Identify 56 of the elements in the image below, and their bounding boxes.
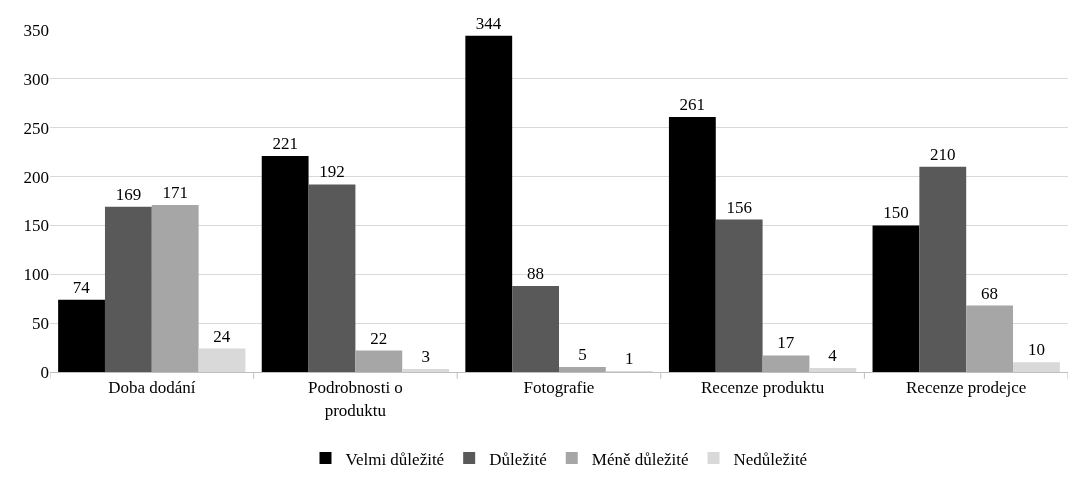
data-label: 22: [370, 328, 388, 348]
y-tick-label: 200: [23, 167, 49, 187]
data-label: 4: [828, 346, 838, 366]
bar: [198, 348, 246, 372]
x-tick-label: Fotografie: [523, 378, 595, 398]
legend-label: Nedůležité: [733, 449, 808, 469]
bar: [104, 206, 152, 372]
data-label: 261: [679, 94, 706, 114]
data-label: 150: [883, 203, 909, 223]
bar: [762, 355, 810, 372]
data-label: 10: [1027, 340, 1045, 360]
legend-label: Velmi důležité: [345, 449, 445, 469]
data-label: 221: [272, 134, 298, 154]
y-tick-label: 50: [32, 314, 49, 334]
data-label: 68: [981, 283, 999, 303]
x-tick-label: Recenze prodejce: [906, 378, 1027, 398]
y-tick-label: 150: [23, 216, 49, 236]
x-tick-label: Doba dodání: [108, 378, 196, 398]
y-tick-label: 100: [23, 265, 49, 285]
y-tick-label: 350: [23, 20, 49, 40]
bar: [355, 350, 403, 372]
data-label: 1: [624, 349, 634, 368]
data-label: 171: [162, 182, 188, 202]
y-tick-label: 0: [40, 362, 49, 382]
bar: [919, 166, 967, 372]
bar: [151, 204, 199, 372]
bar: [512, 286, 559, 372]
bar: [308, 184, 356, 372]
bar: [872, 225, 920, 372]
data-label: 17: [777, 333, 795, 353]
y-tick-label: 250: [23, 118, 49, 138]
bar: [809, 368, 857, 372]
data-label: 5: [578, 345, 587, 365]
bar: [966, 305, 1014, 372]
legend-label: Důležité: [489, 449, 547, 469]
x-tick-label: Podrobnosti o produktu: [307, 378, 403, 420]
data-label: 344: [475, 13, 502, 33]
data-label: 88: [527, 264, 545, 284]
legend-label: Méně důležité: [591, 449, 689, 469]
bar: [715, 219, 763, 372]
data-label: 169: [115, 184, 142, 204]
data-label: 24: [213, 326, 231, 346]
data-label: 156: [726, 197, 752, 217]
bar: [58, 299, 105, 372]
data-label: 210: [930, 144, 956, 164]
bar: [1013, 362, 1060, 372]
y-tick-label: 300: [23, 69, 49, 89]
data-label: 192: [319, 162, 345, 182]
x-tick-label: Recenze produktu: [701, 378, 825, 398]
data-label: 74: [72, 277, 91, 297]
bar: [668, 116, 716, 372]
data-label: 3: [421, 347, 430, 367]
bar: [402, 369, 450, 372]
bar: [559, 367, 606, 372]
bar: [261, 156, 309, 372]
bar: [465, 35, 513, 372]
